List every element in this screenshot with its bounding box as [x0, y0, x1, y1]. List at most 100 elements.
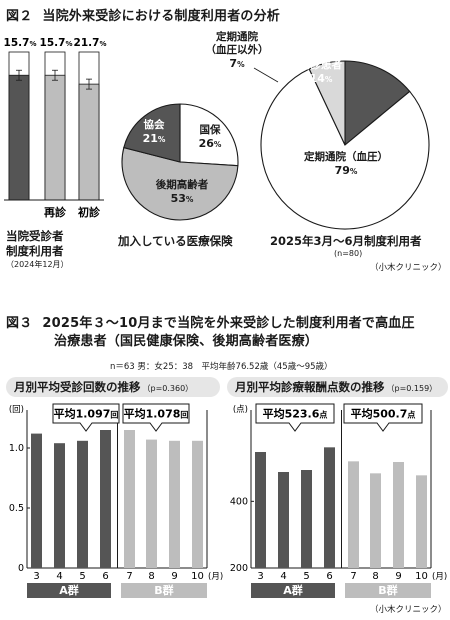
- fig3-points-mean-callout: [255, 403, 335, 432]
- fig3-points-y-tick-label: 400: [230, 496, 248, 507]
- fig2-small-pie-kokuho-label: 国保: [200, 123, 221, 136]
- fig3-points-x-tick-label: 8: [372, 571, 378, 582]
- fig2-bar-top-label: 15.7%: [4, 37, 37, 49]
- fig3-visits-bar: [54, 443, 65, 568]
- fig3-points-bar: [416, 475, 427, 568]
- fig3-visits-x-tick-label: 3: [33, 571, 39, 582]
- fig3-visits-mean-label: 平均1.097回: [54, 407, 119, 421]
- fig3-points-bar: [324, 447, 335, 568]
- fig3-points-bar: [301, 470, 312, 568]
- fig3-points-y-unit: (点): [233, 405, 248, 415]
- fig3-points-mean-callout: [343, 403, 423, 432]
- fig3-points-x-unit: (月): [432, 572, 447, 582]
- fig3-right-group-a: A群: [251, 583, 335, 598]
- fig2-bar-caption-line1: 当院受診者: [6, 229, 64, 243]
- fig3-visits-y-tick-label: 0.5: [9, 503, 24, 514]
- fig2-bar-caption-date: （2024年12月）: [6, 260, 69, 269]
- fig3-left-group-b-label: B群: [154, 584, 174, 597]
- fig3-visits-x-tick-label: 7: [126, 571, 132, 582]
- fig3-points-x-tick-label: 7: [350, 571, 356, 582]
- fig3-right-panel-p: （p=0.159）: [386, 384, 438, 393]
- fig3-visits-mean-callout: [52, 403, 120, 432]
- fig2-small-pie-kouki-value: 53%: [171, 192, 194, 205]
- fig3-points-bar: [348, 461, 359, 568]
- fig3-visits-x-tick-label: 10: [191, 571, 204, 582]
- fig2-small-pie-kokuho-value: 26%: [199, 137, 222, 150]
- fig3-visits-bar: [31, 433, 42, 568]
- fig2-title-text: 当院外来受診における制度利用者の分析: [42, 9, 281, 24]
- fig2-bar-category: 再診: [44, 205, 67, 219]
- fig3-title: 図３ 2025年３〜10月まで当院を外来受診した制度利用者で高血圧 治療患者（国民…: [6, 315, 415, 351]
- fig3-visits-x-tick-label: 8: [148, 571, 154, 582]
- fig2-large-pie-first-label: 初診患者: [300, 58, 342, 71]
- fig3-visits-x-tick-label: 9: [171, 571, 177, 582]
- fig3-left-panel-title-text: 月別平均受診回数の推移: [14, 380, 141, 394]
- fig3-points-x-tick-label: 4: [280, 571, 286, 582]
- fig3-visits-y-tick-label: 0: [18, 563, 24, 574]
- fig2-large-pie-slice-1: [260, 68, 430, 230]
- fig2-large-pie-caption: 2025年3月〜6月制度利用者: [270, 234, 422, 248]
- fig3-points-mean-label: 平均500.7点: [351, 407, 416, 421]
- fig3-left-group-a-label: A群: [59, 584, 79, 597]
- fig3-title-line2: 治療患者（国民健康保険、後期高齢者医療）: [54, 334, 319, 349]
- fig3-right-group-b-label: B群: [378, 584, 398, 597]
- fig3-visits-y-tick-label: 1.0: [9, 443, 24, 454]
- fig2-small-pie-caption: 加入している医療保険: [118, 234, 233, 248]
- fig3-visits-x-tick-label: 4: [56, 571, 62, 582]
- fig3-visits-bar: [169, 440, 180, 568]
- fig2-small-pie-slice-1: [121, 146, 239, 221]
- fig3-points-bar: [393, 462, 404, 568]
- fig2-large-pie-regular-other-value: 7%: [229, 57, 245, 70]
- fig3-subtitle: n＝63 男：女25：38 平均年齢76.52歳（45歳〜95歳）: [110, 362, 333, 372]
- fig3-visits-bar: [124, 430, 135, 568]
- fig3-number: 図３: [6, 316, 33, 331]
- fig2-large-pie-regular-bp-value: 79%: [335, 164, 358, 177]
- fig3-visits-x-unit: (月): [208, 572, 223, 582]
- fig2-small-pie-slice-0: [179, 103, 239, 167]
- fig2-title: 図２ 当院外来受診における制度利用者の分析: [6, 5, 280, 24]
- fig3-title-line1: 2025年３〜10月まで当院を外来受診した制度利用者で高血圧: [42, 316, 415, 331]
- fig2-bar-category: 初診: [78, 205, 101, 219]
- fig2-small-pie-kyokai-value: 21%: [143, 132, 166, 145]
- fig2-number: 図２: [6, 9, 33, 24]
- fig2-large-pie-regular-other-label: （血圧以外）: [206, 43, 269, 56]
- fig3-left-group-b: B群: [121, 583, 207, 598]
- fig3-points-x-tick-label: 10: [415, 571, 428, 582]
- fig3-visits-x-tick-label: 6: [102, 571, 108, 582]
- fig2-small-pie-slice-2: [123, 103, 181, 163]
- fig2-source: （小木クリニック）: [370, 263, 447, 273]
- fig2-large-pie-slice-0: [344, 60, 411, 147]
- fig3-left-panel-title: 月別平均受診回数の推移 （p=0.360）: [6, 377, 220, 397]
- fig3-points-x-tick-label: 9: [395, 571, 401, 582]
- fig3-visits-bar: [146, 439, 157, 568]
- fig3-points-x-tick-label: 5: [303, 571, 309, 582]
- fig3-left-group-a: A群: [27, 583, 111, 598]
- fig3-visits-x-tick-label: 5: [79, 571, 85, 582]
- fig2-small-pie-kyokai-label: 協会: [144, 118, 165, 131]
- fig2-large-pie-regular-bp-label: 定期通院（血圧）: [303, 150, 388, 163]
- fig3-points-bar: [278, 472, 289, 568]
- fig2-bar-top-label: 21.7%: [74, 37, 107, 49]
- fig3-right-group-a-label: A群: [283, 584, 303, 597]
- fig3-points-bar: [370, 473, 381, 568]
- fig3-right-group-b: B群: [345, 583, 431, 598]
- fig2-large-pie-regular-other-label: 定期通院: [215, 30, 258, 43]
- fig3-visits-bar: [192, 440, 203, 568]
- fig3-visits-bar: [77, 440, 88, 568]
- fig3-points-x-tick-label: 6: [326, 571, 332, 582]
- fig3-right-panel-title-text: 月別平均診療報酬点数の推移: [235, 380, 385, 394]
- fig2-bar-caption-line2: 制度利用者: [6, 244, 64, 258]
- fig3-points-mean-label: 平均523.6点: [263, 407, 328, 421]
- fig3-points-bar: [255, 452, 266, 568]
- fig3-left-panel-p: （p=0.360）: [142, 384, 194, 393]
- fig2-small-pie-kouki-label: 後期高齢者: [155, 178, 209, 191]
- fig2-large-pie-n: (n=80): [334, 249, 363, 258]
- fig2-large-pie-slice-2: [308, 60, 346, 146]
- fig2-large-pie-first-value: 14%: [310, 72, 333, 85]
- fig3-visits-mean-callout: [122, 403, 190, 432]
- fig3-points-x-tick-label: 3: [257, 571, 263, 582]
